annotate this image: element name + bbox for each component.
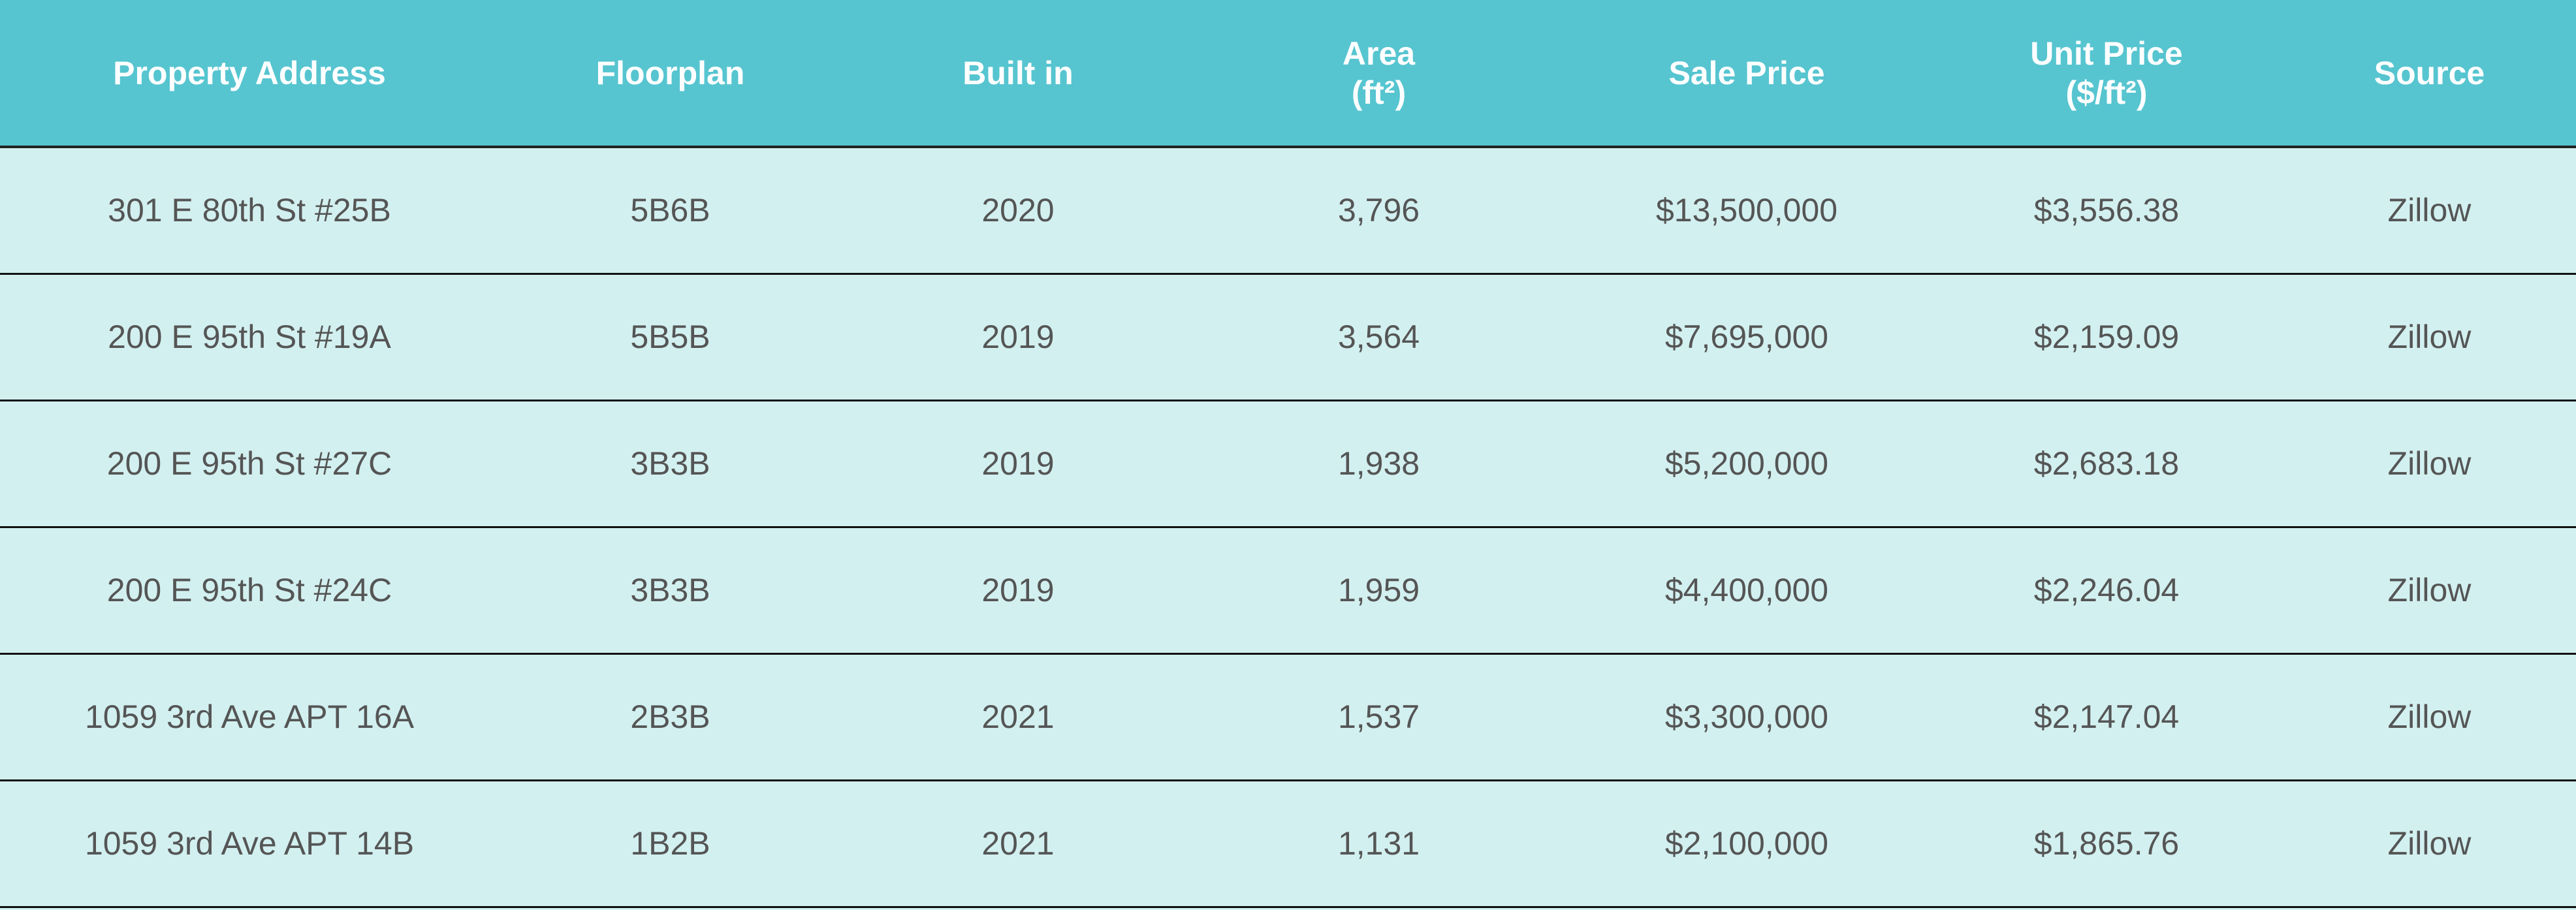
cell-unit-price: $1,865.76 [1930, 780, 2283, 908]
cell-property-address: 200 E 95th St #19A [0, 274, 499, 401]
cell-built-in: 2019 [842, 274, 1194, 401]
cell-area: 1,959 [1194, 527, 1563, 655]
header-label: Source [2374, 54, 2485, 91]
cell-property-address: 301 E 80th St #25B [0, 147, 499, 275]
cell-source: Zillow [2283, 274, 2576, 401]
cell-unit-price: $2,159.09 [1930, 274, 2283, 401]
cell-built-in: 2019 [842, 527, 1194, 655]
cell-floorplan: 3B3B [499, 527, 842, 655]
cell-sale-price: $13,500,000 [1563, 147, 1930, 275]
cell-area: 1,131 [1194, 780, 1563, 908]
header-row: Property Address Floorplan Built in Area… [0, 0, 2576, 148]
table-row[interactable]: 1059 3rd Ave APT 16A 2B3B 2021 1,537 $3,300,… [0, 653, 2576, 781]
table-row[interactable]: 200 E 95th St #27C 3B3B 2019 1,938 $5,200,00… [0, 400, 2576, 528]
header-label: Sale Price [1668, 54, 1825, 91]
cell-area: 1,938 [1194, 400, 1563, 528]
cell-area: 3,564 [1194, 274, 1563, 401]
cell-property-address: 1059 3rd Ave APT 14B [0, 780, 499, 908]
cell-sale-price: $7,695,000 [1563, 274, 1930, 401]
header-label: Unit Price [2030, 35, 2183, 72]
cell-built-in: 2021 [842, 653, 1194, 781]
cell-unit-price: $2,147.04 [1930, 653, 2283, 781]
cell-floorplan: 5B5B [499, 274, 842, 401]
header-area[interactable]: Area (ft²) [1194, 0, 1563, 148]
cell-sale-price: $5,200,000 [1563, 400, 1930, 528]
cell-source: Zillow [2283, 780, 2576, 908]
table-body: 301 E 80th St #25B 5B6B 2020 3,796 $13,500,0… [0, 147, 2576, 908]
cell-floorplan: 2B3B [499, 653, 842, 781]
header-unit-label: (ft²) [1351, 74, 1407, 111]
cell-property-address: 1059 3rd Ave APT 16A [0, 653, 499, 781]
cell-property-address: 200 E 95th St #27C [0, 400, 499, 528]
header-label: Built in [962, 54, 1073, 91]
cell-unit-price: $2,683.18 [1930, 400, 2283, 528]
cell-source: Zillow [2283, 400, 2576, 528]
header-label: Floorplan [596, 54, 745, 91]
cell-property-address: 200 E 95th St #24C [0, 527, 499, 655]
cell-sale-price: $2,100,000 [1563, 780, 1930, 908]
header-property-address[interactable]: Property Address [0, 0, 499, 148]
header-floorplan[interactable]: Floorplan [499, 0, 842, 148]
cell-unit-price: $2,246.04 [1930, 527, 2283, 655]
cell-built-in: 2020 [842, 147, 1194, 275]
cell-source: Zillow [2283, 147, 2576, 275]
cell-unit-price: $3,556.38 [1930, 147, 2283, 275]
header-sale-price[interactable]: Sale Price [1563, 0, 1930, 148]
table-header: Property Address Floorplan Built in Area… [0, 0, 2576, 148]
cell-area: 1,537 [1194, 653, 1563, 781]
table-row[interactable]: 200 E 95th St #19A 5B5B 2019 3,564 $7,695,00… [0, 274, 2576, 401]
header-label: Property Address [113, 54, 386, 91]
cell-sale-price: $3,300,000 [1563, 653, 1930, 781]
header-unit-label: ($/ft²) [2065, 74, 2148, 111]
cell-source: Zillow [2283, 527, 2576, 655]
cell-built-in: 2021 [842, 780, 1194, 908]
cell-area: 3,796 [1194, 147, 1563, 275]
header-label: Area [1342, 35, 1416, 72]
table-row[interactable]: 200 E 95th St #24C 3B3B 2019 1,959 $4,400,00… [0, 527, 2576, 655]
header-built-in[interactable]: Built in [842, 0, 1194, 148]
table-row[interactable]: 301 E 80th St #25B 5B6B 2020 3,796 $13,500,0… [0, 147, 2576, 275]
cell-floorplan: 3B3B [499, 400, 842, 528]
cell-sale-price: $4,400,000 [1563, 527, 1930, 655]
header-unit-price[interactable]: Unit Price ($/ft²) [1930, 0, 2283, 148]
table-row[interactable]: 1059 3rd Ave APT 14B 1B2B 2021 1,131 $2,100,… [0, 780, 2576, 908]
cell-floorplan: 5B6B [499, 147, 842, 275]
header-source[interactable]: Source [2283, 0, 2576, 148]
cell-floorplan: 1B2B [499, 780, 842, 908]
cell-source: Zillow [2283, 653, 2576, 781]
cell-built-in: 2019 [842, 400, 1194, 528]
